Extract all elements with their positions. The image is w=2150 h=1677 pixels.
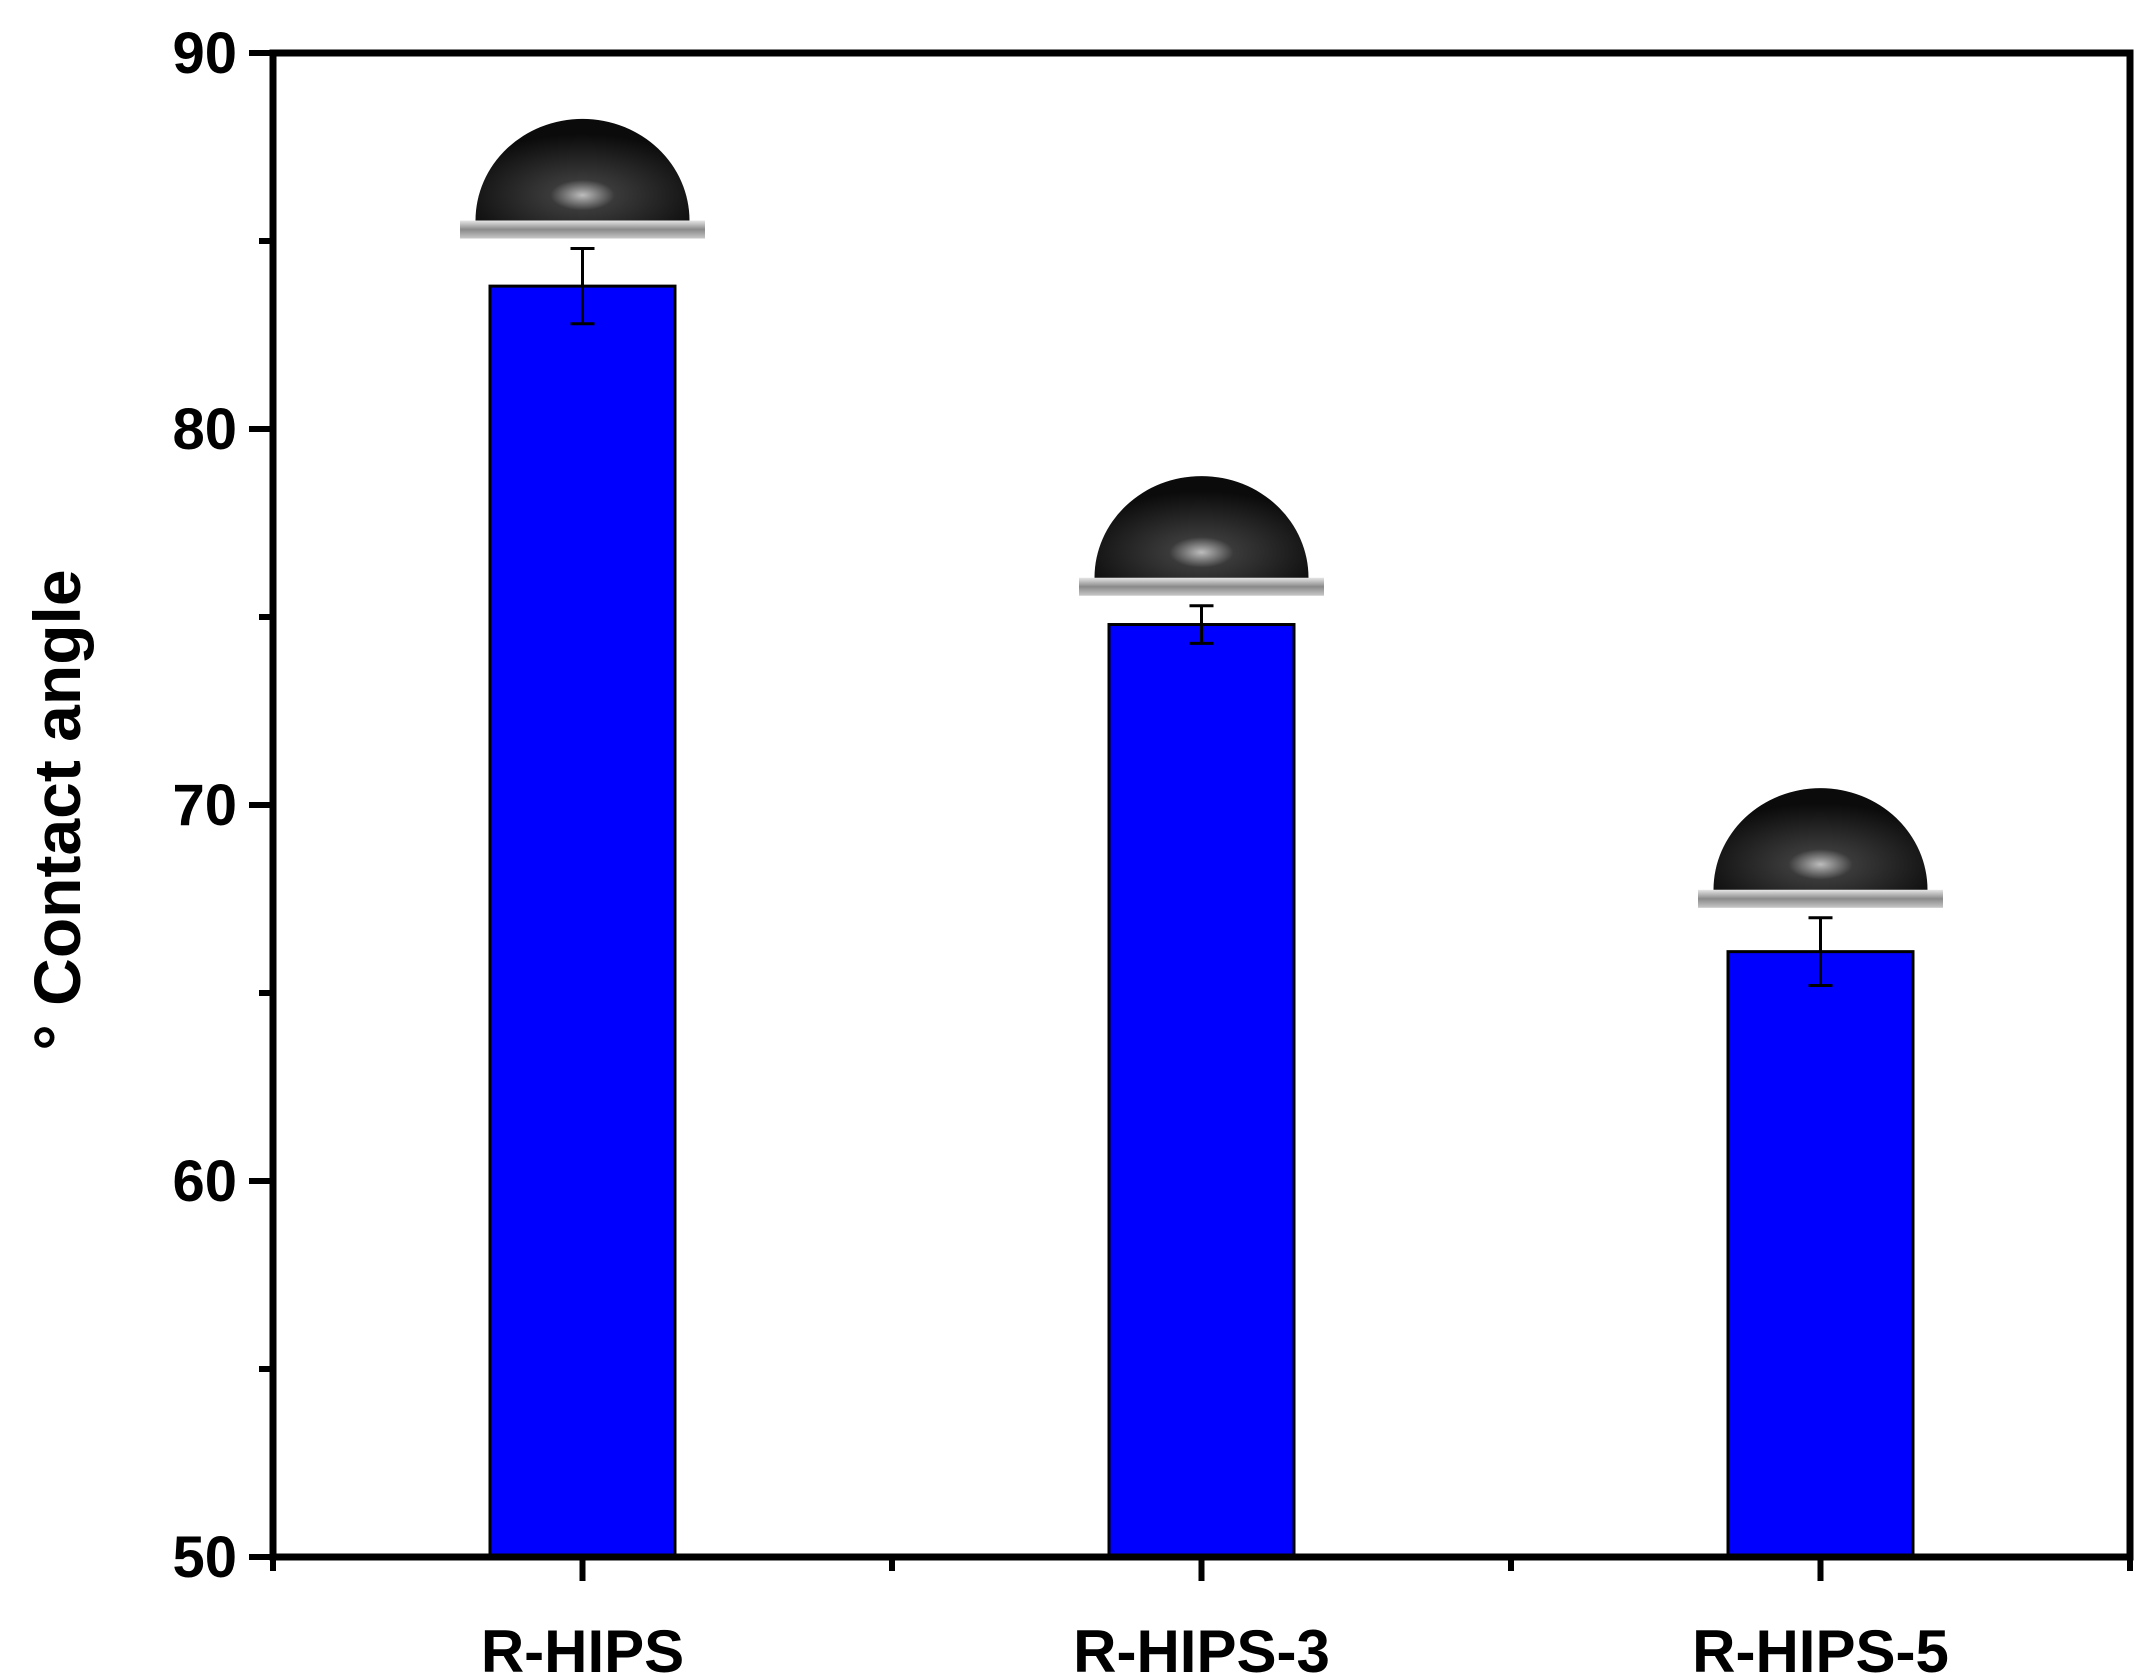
y-tick-label: 80 bbox=[172, 397, 237, 462]
error-bars bbox=[570, 247, 1833, 987]
bar bbox=[488, 284, 677, 1559]
droplet bbox=[1094, 476, 1309, 578]
y-tick-label: 50 bbox=[172, 1525, 237, 1590]
y-tick-label: 90 bbox=[172, 21, 237, 86]
droplet-insets bbox=[460, 118, 1943, 908]
substrate bbox=[1079, 577, 1324, 596]
axes bbox=[249, 49, 2134, 1581]
bar bbox=[1726, 950, 1915, 1559]
x-tick-label: R-HIPS-3 bbox=[1073, 1618, 1330, 1677]
y-axis-label: ° Contact angle bbox=[20, 569, 94, 1050]
droplet bbox=[475, 118, 690, 221]
droplet bbox=[1713, 788, 1928, 890]
tick-labels: 50 60 70 80 90 R-HIPS R-HIPS-3 R-HIPS-5 bbox=[172, 21, 1948, 1677]
droplet-image bbox=[1079, 476, 1324, 596]
droplet-image bbox=[460, 118, 705, 239]
x-tick-label: R-HIPS-5 bbox=[1692, 1618, 1949, 1677]
substrate bbox=[460, 220, 705, 239]
bar bbox=[1107, 623, 1296, 1559]
y-tick-label: 60 bbox=[172, 1149, 237, 1214]
substrate bbox=[1698, 889, 1943, 908]
y-tick-label: 70 bbox=[172, 773, 237, 838]
droplet-image bbox=[1698, 788, 1943, 908]
x-tick-label: R-HIPS bbox=[481, 1618, 684, 1677]
